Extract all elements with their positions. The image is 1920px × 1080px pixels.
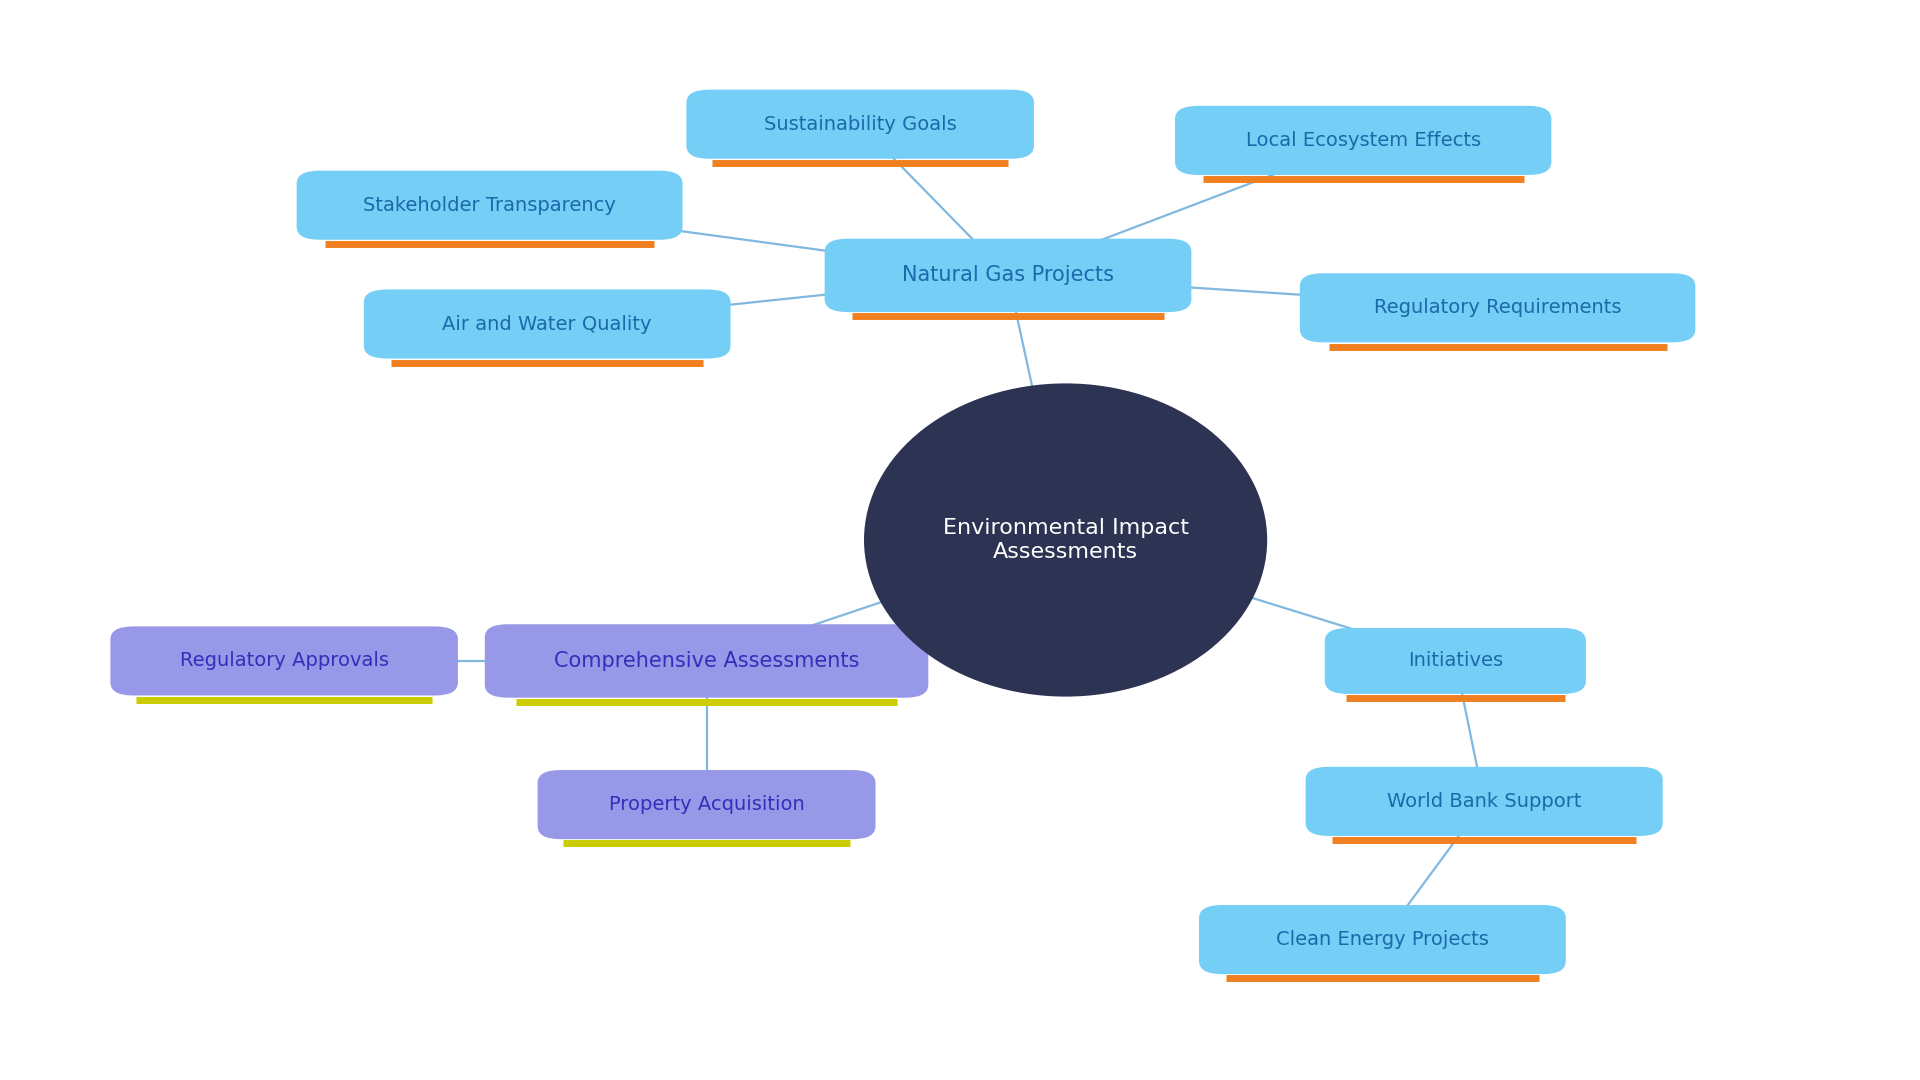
FancyBboxPatch shape <box>1175 106 1551 175</box>
FancyBboxPatch shape <box>296 171 684 240</box>
Text: Stakeholder Transparency: Stakeholder Transparency <box>363 195 616 215</box>
Text: Natural Gas Projects: Natural Gas Projects <box>902 266 1114 285</box>
Text: Sustainability Goals: Sustainability Goals <box>764 114 956 134</box>
Text: Comprehensive Assessments: Comprehensive Assessments <box>553 651 860 671</box>
FancyBboxPatch shape <box>484 624 929 698</box>
FancyBboxPatch shape <box>687 90 1033 159</box>
Ellipse shape <box>864 383 1267 697</box>
FancyBboxPatch shape <box>538 770 876 839</box>
Text: Property Acquisition: Property Acquisition <box>609 795 804 814</box>
Text: Regulatory Approvals: Regulatory Approvals <box>180 651 388 671</box>
Text: Air and Water Quality: Air and Water Quality <box>442 314 653 334</box>
Text: Regulatory Requirements: Regulatory Requirements <box>1375 298 1620 318</box>
FancyBboxPatch shape <box>826 239 1190 312</box>
Text: Local Ecosystem Effects: Local Ecosystem Effects <box>1246 131 1480 150</box>
FancyBboxPatch shape <box>1300 273 1695 342</box>
Text: Environmental Impact
Assessments: Environmental Impact Assessments <box>943 518 1188 562</box>
FancyBboxPatch shape <box>109 626 457 696</box>
FancyBboxPatch shape <box>363 289 730 359</box>
FancyBboxPatch shape <box>1325 629 1586 694</box>
Text: Initiatives: Initiatives <box>1407 651 1503 671</box>
FancyBboxPatch shape <box>1306 767 1663 836</box>
Text: Clean Energy Projects: Clean Energy Projects <box>1277 930 1488 949</box>
Text: World Bank Support: World Bank Support <box>1386 792 1582 811</box>
FancyBboxPatch shape <box>1198 905 1565 974</box>
